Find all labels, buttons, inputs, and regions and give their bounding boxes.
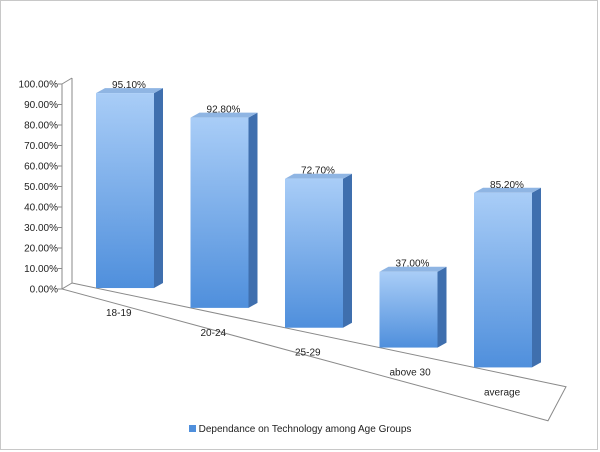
labels-layer: 0.00% 10.00% 20.00% 30.00% 40.00% 50.00% 60.00…: [19, 80, 525, 399]
x-tick-label: 18-19: [106, 308, 132, 319]
bar-top: [379, 266, 447, 272]
bar: [96, 93, 154, 289]
y-tick-label: 60.00%: [24, 162, 58, 173]
bar-top: [96, 88, 163, 94]
y-tick-label: 100.00%: [19, 80, 59, 91]
bar-side: [343, 173, 352, 328]
bar-side: [532, 187, 541, 368]
axis-layer: [58, 77, 567, 422]
bar: [474, 192, 532, 368]
data-label: 37.00%: [396, 259, 430, 270]
bar-top: [190, 112, 258, 118]
bar-side: [154, 88, 163, 289]
y-tick-label: 70.00%: [24, 141, 58, 152]
bar-top: [285, 173, 352, 179]
data-label: 72.70%: [301, 166, 335, 177]
y-tick-label: 20.00%: [24, 244, 58, 255]
data-label: 95.10%: [112, 80, 146, 91]
data-label: 92.80%: [207, 105, 241, 116]
x-tick-label: 20-24: [201, 328, 227, 339]
y-axis-top-edge: [61, 77, 73, 85]
y-tick-label: 80.00%: [24, 121, 58, 132]
bar-top: [474, 187, 541, 193]
y-tick-label: 30.00%: [24, 223, 58, 234]
bar-side: [248, 112, 258, 308]
legend-label: Dependance on Technology among Age Group…: [198, 424, 412, 435]
y-tick-label: 50.00%: [24, 182, 58, 193]
data-label: 85.20%: [490, 180, 524, 191]
floor-plane: [60, 282, 567, 422]
y-tick-label: 0.00%: [30, 285, 58, 296]
bar: [190, 117, 249, 308]
bar: [379, 271, 438, 348]
legend-swatch: [188, 424, 196, 432]
x-tick-label: 25-29: [295, 348, 321, 359]
bar: [285, 178, 343, 328]
x-tick-label: above 30: [390, 368, 432, 379]
bar-side: [437, 266, 447, 348]
y-tick-label: 10.00%: [24, 264, 58, 275]
x-tick-label: average: [484, 387, 521, 398]
legend: Dependance on Technology among Age Group…: [0, 424, 600, 435]
y-tick-label: 40.00%: [24, 203, 58, 214]
bars-layer: [96, 88, 541, 368]
y-tick-label: 90.00%: [24, 100, 58, 111]
